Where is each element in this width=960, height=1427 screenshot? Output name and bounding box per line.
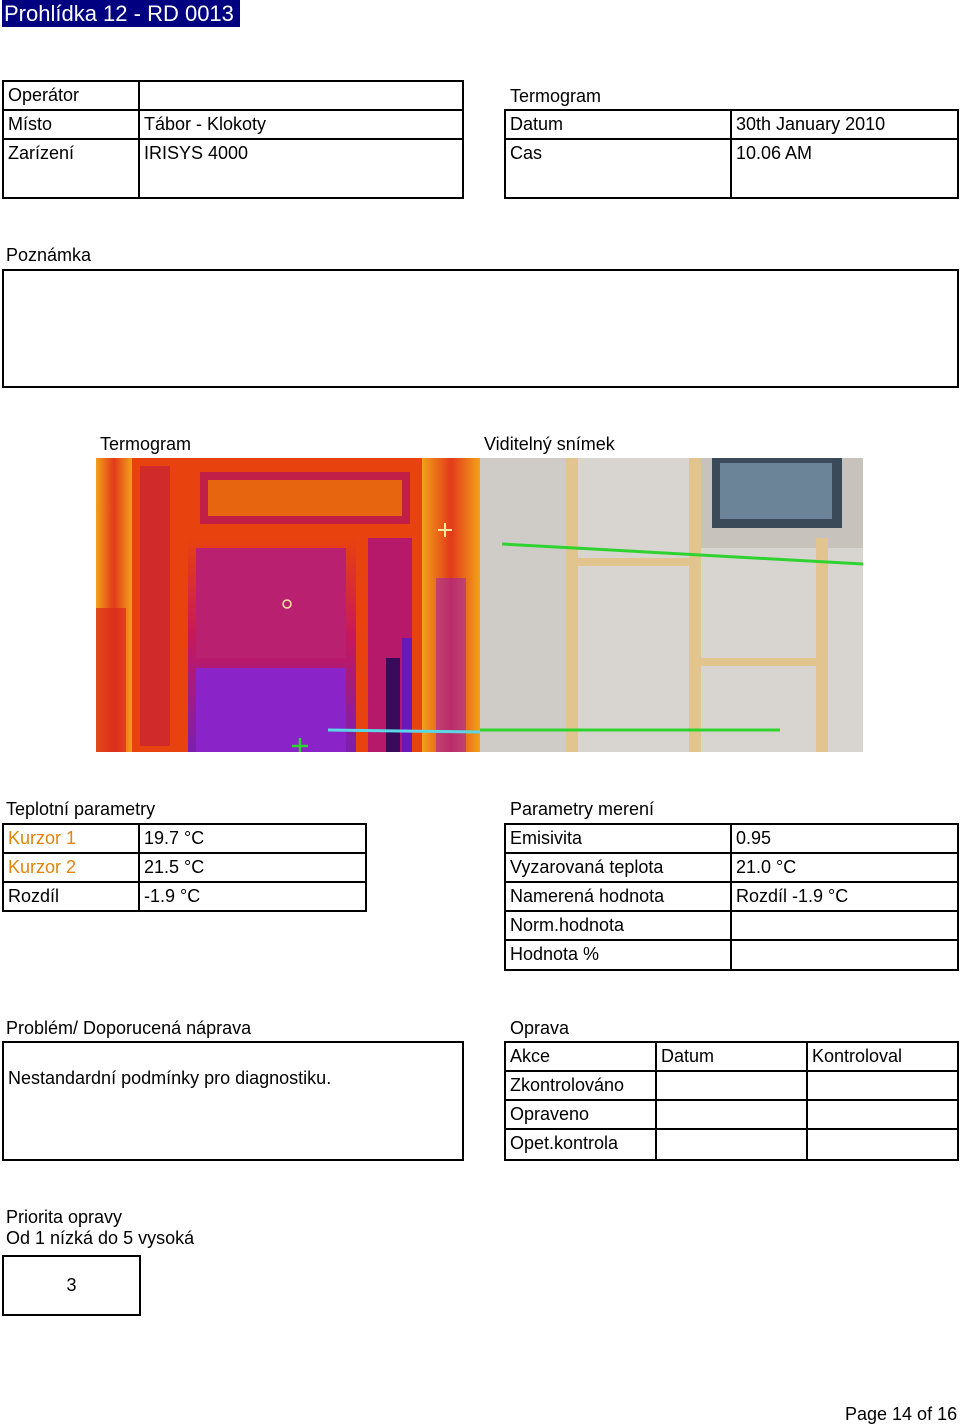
date-value: 30th January 2010 (730, 109, 959, 140)
radiated-temp-label: Vyzarovaná teplota (504, 852, 732, 883)
percent-value-label: Hodnota % (504, 939, 732, 971)
emissivity-label: Emisivita (504, 823, 732, 854)
thermogram-image-label: Termogram (100, 434, 192, 454)
operator-label: Operátor (2, 80, 140, 111)
repair-row-repaired: Opraveno (504, 1099, 657, 1130)
thermogram-heading: Termogram (510, 86, 602, 106)
difference-label: Rozdíl (2, 881, 140, 912)
note-label: Poznámka (6, 245, 92, 265)
repair-col-checked-by: Kontroloval (806, 1041, 959, 1072)
visible-image-label: Viditelný snímek (484, 434, 615, 454)
place-label: Místo (2, 109, 140, 140)
repair-cell (655, 1070, 808, 1101)
norm-value-label: Norm.hodnota (504, 910, 732, 941)
visible-photo-image (480, 458, 863, 752)
page-number: Page 14 of 16 (845, 1404, 958, 1424)
cursor1-value: 19.7 °C (138, 823, 367, 854)
priority-heading: Priorita opravy (6, 1207, 123, 1227)
temp-params-heading: Teplotní parametry (6, 799, 156, 819)
repair-col-action: Akce (504, 1041, 657, 1072)
radiated-temp-value: 21.0 °C (730, 852, 959, 883)
norm-value-value (730, 910, 959, 941)
place-value: Tábor - Klokoty (138, 109, 464, 140)
priority-value: 3 (2, 1255, 141, 1316)
repair-row-checked: Zkontrolováno (504, 1070, 657, 1101)
repair-heading: Oprava (510, 1018, 570, 1038)
repair-cell (806, 1099, 959, 1130)
repair-col-date: Datum (655, 1041, 808, 1072)
problem-text: Nestandardní podmínky pro diagnostiku. (8, 1068, 332, 1088)
repair-row-recheck: Opet.kontrola (504, 1128, 657, 1161)
note-box (2, 269, 959, 388)
date-label: Datum (504, 109, 732, 140)
priority-subheading: Od 1 nízká do 5 vysoká (6, 1228, 195, 1248)
difference-value: -1.9 °C (138, 881, 367, 912)
device-value: IRISYS 4000 (138, 138, 464, 199)
time-label: Cas (504, 138, 732, 199)
measure-params-heading: Parametry merení (510, 799, 655, 819)
repair-cell (806, 1070, 959, 1101)
operator-value (138, 80, 464, 111)
cursor1-label: Kurzor 1 (2, 823, 140, 854)
percent-value-value (730, 939, 959, 971)
device-label: Zarízení (2, 138, 140, 199)
repair-cell (655, 1099, 808, 1130)
measured-value-value: Rozdíl -1.9 °C (730, 881, 959, 912)
cursor2-value: 21.5 °C (138, 852, 367, 883)
emissivity-value: 0.95 (730, 823, 959, 854)
time-value: 10.06 AM (730, 138, 959, 199)
repair-cell (806, 1128, 959, 1161)
problem-heading: Problém/ Doporucená náprava (6, 1018, 252, 1038)
measured-value-label: Namerená hodnota (504, 881, 732, 912)
cursor2-label: Kurzor 2 (2, 852, 140, 883)
problem-box: Nestandardní podmínky pro diagnostiku. (2, 1041, 464, 1161)
repair-cell (655, 1128, 808, 1161)
page-title: Prohlídka 12 - RD 0013 (2, 0, 240, 27)
thermogram-image (96, 458, 480, 752)
